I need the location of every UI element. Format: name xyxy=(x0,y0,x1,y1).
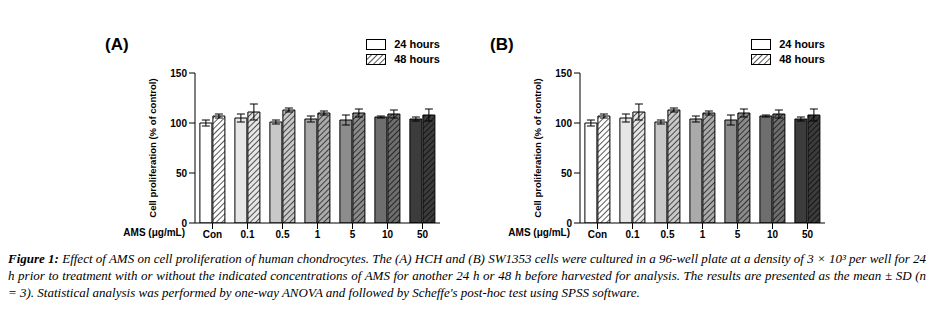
svg-text:5: 5 xyxy=(735,229,741,240)
svg-text:50: 50 xyxy=(417,229,429,240)
html-text:24 hours: 24 hours xyxy=(394,38,440,50)
svg-text:5: 5 xyxy=(350,229,356,240)
html-text:48 hours: 48 hours xyxy=(394,53,440,65)
svg-text:10: 10 xyxy=(382,229,394,240)
svg-text:0: 0 xyxy=(566,218,572,229)
svg-text:150: 150 xyxy=(555,68,572,79)
html-text:(B): (B) xyxy=(490,35,514,54)
svg-text:1: 1 xyxy=(315,229,321,240)
html-text:24 hours: 24 hours xyxy=(779,38,825,50)
svg-text:50: 50 xyxy=(802,229,814,240)
svg-text:Con: Con xyxy=(588,229,607,240)
svg-text:150: 150 xyxy=(170,68,187,79)
svg-text:0.5: 0.5 xyxy=(661,229,675,240)
svg-text:0.1: 0.1 xyxy=(241,229,255,240)
html-text:Cell proliferation (% of contr: Cell proliferation (% of control) xyxy=(531,78,543,218)
svg-text:0: 0 xyxy=(181,218,187,229)
html-text:AMS (μg/mL): AMS (μg/mL) xyxy=(123,227,185,238)
html-text:48 hours: 48 hours xyxy=(779,53,825,65)
svg-text:50: 50 xyxy=(561,168,573,179)
svg-text:100: 100 xyxy=(170,118,187,129)
svg-text:Con: Con xyxy=(203,229,222,240)
html-text:Cell proliferation (% of contr: Cell proliferation (% of control) xyxy=(146,78,158,218)
svg-text:100: 100 xyxy=(555,118,572,129)
svg-text:50: 50 xyxy=(176,168,188,179)
svg-text:0.1: 0.1 xyxy=(626,229,640,240)
svg-text:10: 10 xyxy=(767,229,779,240)
svg-text:0.5: 0.5 xyxy=(276,229,290,240)
html-text:Figure 1: Effect of AMS on cel: Figure 1: Effect of AMS on cell prolifer… xyxy=(8,251,926,300)
html-text:(A): (A) xyxy=(105,35,129,54)
html-text:AMS (μg/mL): AMS (μg/mL) xyxy=(508,227,570,238)
svg-text:1: 1 xyxy=(700,229,706,240)
